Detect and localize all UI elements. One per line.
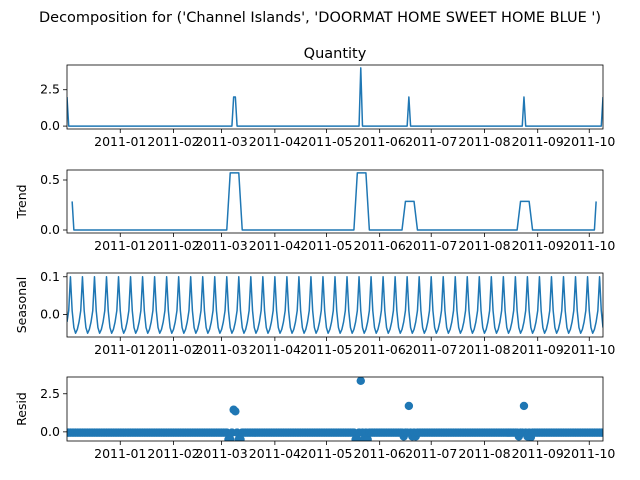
x-tick-label: 2011-06 bbox=[354, 446, 406, 461]
y-tick-label: 2.5 bbox=[40, 82, 60, 97]
x-tick-label: 2011-04 bbox=[249, 446, 301, 461]
x-tick-label: 2011-02 bbox=[147, 134, 199, 149]
x-tick-label: 2011-07 bbox=[405, 446, 457, 461]
x-tick-label: 2011-01 bbox=[94, 238, 146, 253]
x-tick-label: 2011-06 bbox=[354, 342, 406, 357]
y-tick-label: 0.1 bbox=[40, 269, 60, 284]
x-tick-label: 2011-08 bbox=[458, 446, 510, 461]
y-axis-label: Trend bbox=[14, 184, 29, 219]
x-tick-label: 2011-07 bbox=[405, 134, 457, 149]
x-tick-label: 2011-10 bbox=[563, 342, 615, 357]
x-tick-label: 2011-08 bbox=[458, 134, 510, 149]
x-tick-label: 2011-08 bbox=[458, 342, 510, 357]
x-tick-label: 2011-05 bbox=[300, 134, 352, 149]
y-tick-label: 0.5 bbox=[40, 172, 60, 187]
y-tick-label: 0.0 bbox=[40, 222, 60, 237]
plot-area bbox=[67, 67, 603, 127]
resid-point bbox=[598, 428, 603, 437]
x-tick-label: 2011-03 bbox=[195, 238, 247, 253]
x-tick-label: 2011-04 bbox=[249, 238, 301, 253]
series-line-0 bbox=[71, 172, 597, 231]
x-tick-label: 2011-03 bbox=[195, 342, 247, 357]
x-tick-label: 2011-01 bbox=[94, 446, 146, 461]
x-tick-label: 2011-09 bbox=[512, 342, 564, 357]
x-tick-label: 2011-07 bbox=[405, 342, 457, 357]
x-tick-label: 2011-08 bbox=[458, 238, 510, 253]
x-tick-label: 2011-03 bbox=[195, 134, 247, 149]
y-tick-label: 2.5 bbox=[40, 386, 60, 401]
y-axis-label: Resid bbox=[14, 392, 29, 426]
x-tick-label: 2011-01 bbox=[94, 342, 146, 357]
x-tick-label: 2011-09 bbox=[512, 238, 564, 253]
resid-point bbox=[404, 401, 414, 411]
x-tick-label: 2011-05 bbox=[300, 238, 352, 253]
y-tick-label: 0.0 bbox=[40, 306, 60, 321]
seasonal-line bbox=[67, 276, 603, 334]
axes-frame bbox=[66, 169, 604, 234]
x-tick-label: 2011-03 bbox=[195, 446, 247, 461]
x-tick-label: 2011-09 bbox=[512, 134, 564, 149]
resid-point bbox=[519, 401, 529, 411]
x-tick-label: 2011-09 bbox=[512, 446, 564, 461]
resid-point bbox=[356, 377, 365, 386]
x-tick-label: 2011-01 bbox=[94, 134, 146, 149]
x-tick-label: 2011-10 bbox=[563, 446, 615, 461]
y-axis-label: Seasonal bbox=[14, 277, 29, 334]
figure-suptitle: Decomposition for ('Channel Islands', 'D… bbox=[39, 10, 601, 26]
y-tick-label: 0.0 bbox=[40, 424, 60, 439]
resid-point bbox=[231, 407, 240, 416]
x-tick-label: 2011-10 bbox=[563, 238, 615, 253]
plot-area bbox=[71, 172, 597, 231]
axes-frame bbox=[66, 64, 604, 130]
x-tick-label: 2011-06 bbox=[354, 238, 406, 253]
x-tick-label: 2011-02 bbox=[147, 342, 199, 357]
x-tick-label: 2011-10 bbox=[563, 134, 615, 149]
x-tick-label: 2011-04 bbox=[249, 134, 301, 149]
plot-area bbox=[67, 377, 603, 441]
x-tick-label: 2011-02 bbox=[147, 446, 199, 461]
x-tick-label: 2011-05 bbox=[300, 342, 352, 357]
x-tick-label: 2011-02 bbox=[147, 238, 199, 253]
series-line-0 bbox=[67, 67, 603, 127]
axes-frame bbox=[66, 376, 604, 442]
y-tick-label: 0.0 bbox=[40, 118, 60, 133]
plot-area bbox=[67, 276, 603, 334]
x-tick-label: 2011-07 bbox=[405, 238, 457, 253]
x-tick-label: 2011-06 bbox=[354, 134, 406, 149]
subplot-title: Quantity bbox=[304, 46, 367, 62]
x-tick-label: 2011-04 bbox=[249, 342, 301, 357]
axes-frame bbox=[66, 272, 604, 338]
x-tick-label: 2011-05 bbox=[300, 446, 352, 461]
